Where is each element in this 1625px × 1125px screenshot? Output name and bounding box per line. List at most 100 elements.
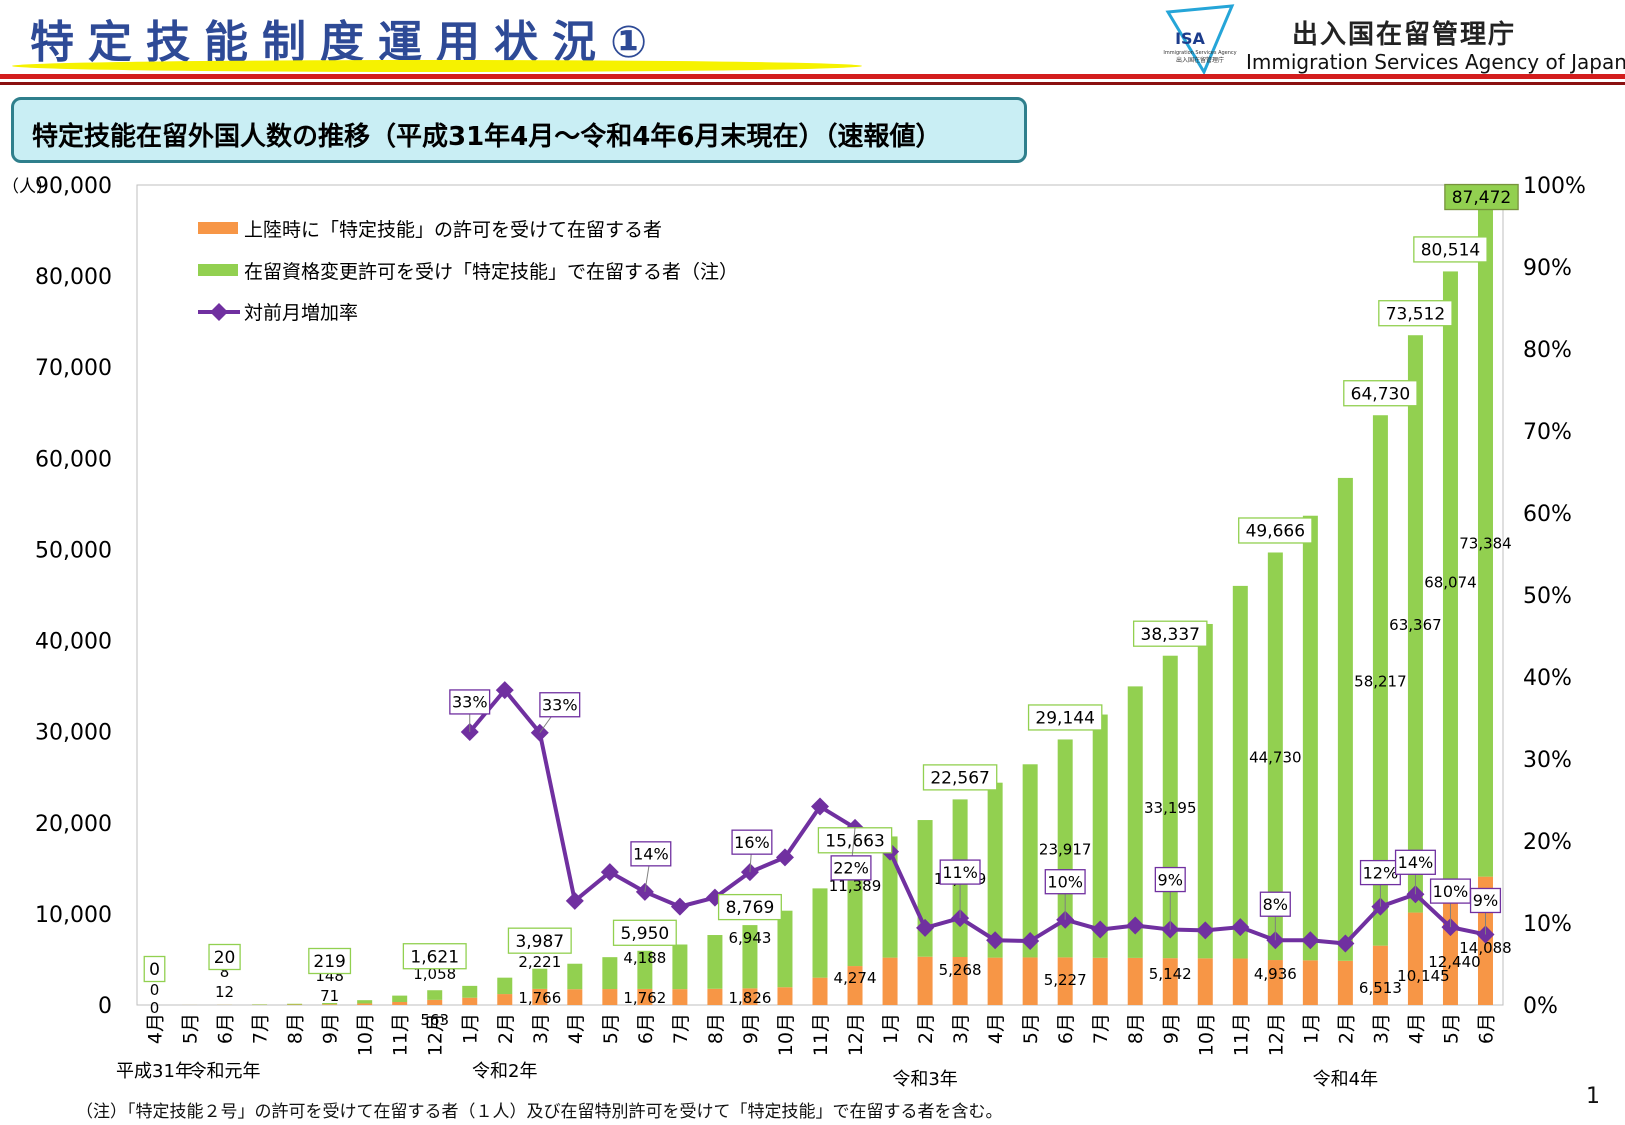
growth-rate-point <box>1301 931 1320 950</box>
x-tick-label: 4月 <box>985 1013 1007 1044</box>
bar-status-change-segment <box>1302 515 1318 961</box>
status-change-value-label: 1,058 <box>413 965 456 983</box>
x-tick-label: 8月 <box>1125 1013 1147 1044</box>
legend-label-status-change: 在留資格変更許可を受け「特定技能」で在留する者（注） <box>244 261 738 283</box>
bar-status-change-segment <box>1442 271 1458 892</box>
total-value-label: 8,769 <box>726 898 775 918</box>
chart-legend: 上陸時に「特定技能」の許可を受けて在留する者在留資格変更許可を受け「特定技能」で… <box>198 219 738 324</box>
bar-landing-segment <box>1442 891 1458 1005</box>
growth-rate-point <box>1091 920 1110 939</box>
y2-tick-label: 100% <box>1523 174 1586 199</box>
status-change-value-label: 58,217 <box>1354 672 1407 690</box>
x-tick-label: 2月 <box>1335 1013 1357 1044</box>
growth-rate-line <box>460 681 1495 953</box>
total-value-label: 15,663 <box>825 831 884 851</box>
status-change-value-label: 2,221 <box>518 953 561 971</box>
y-tick-label: 30,000 <box>35 721 112 746</box>
y-tick-label: 70,000 <box>35 356 112 381</box>
total-value-label: 87,472 <box>1452 188 1511 208</box>
total-value-label-box <box>1343 380 1418 407</box>
total-value-label: 64,730 <box>1351 384 1410 404</box>
chart-subtitle: 特定技能在留外国人数の推移（平成31年4月～令和4年6月末現在）（速報値） <box>32 122 942 152</box>
bar-landing-segment <box>952 957 968 1005</box>
growth-rate-point <box>565 891 584 910</box>
year-label: 令和2年 <box>472 1061 537 1082</box>
x-tick-label: 12月 <box>845 1013 867 1056</box>
rate-value-label-box <box>1259 891 1291 917</box>
y2-tick-label: 70% <box>1523 420 1572 445</box>
x-tick-label: 1月 <box>1300 1013 1322 1044</box>
callout-labels: 0 20 219 1,621 3,987 5,950 8,769 15,663 22,567 29… <box>143 183 1519 983</box>
total-value-label-box <box>143 955 166 983</box>
growth-rate-point <box>600 863 619 882</box>
x-tick-label: 5月 <box>180 1013 202 1044</box>
bar-status-change-segment <box>707 935 723 989</box>
bar-landing-segment <box>1197 958 1213 1005</box>
x-tick-label: 12月 <box>1265 1013 1287 1056</box>
rate-value-label-box <box>1154 866 1186 893</box>
rate-value-label-box <box>1469 887 1502 914</box>
page-title: 特定技能制度運用状況① <box>30 17 662 68</box>
total-value-label: 1,621 <box>410 947 459 967</box>
year-label: 令和4年 <box>1313 1069 1378 1090</box>
x-tick-label: 8月 <box>705 1013 727 1044</box>
growth-rate-point <box>1126 916 1145 935</box>
landing-value-label: 1,766 <box>518 989 561 1007</box>
bar-landing-segment <box>602 989 618 1005</box>
status-change-value-label: 6,943 <box>728 929 771 947</box>
growth-rate-point <box>811 797 829 816</box>
bar-status-change-segment <box>742 925 758 989</box>
total-value-label-box <box>717 893 782 921</box>
bar-status-change-segment <box>1337 477 1353 961</box>
bar-status-change-segment <box>637 950 653 989</box>
bar-status-change-segment <box>1232 585 1248 959</box>
footnote: （注）「特定技能２号」の許可を受けて在留する者（１人）及び在留特別許可を受けて「… <box>76 1102 1003 1122</box>
total-value-label-box <box>308 947 352 975</box>
total-value-label-box <box>612 919 677 946</box>
x-tick-label: 1月 <box>460 1013 482 1044</box>
total-value-label: 20 <box>214 948 236 968</box>
bar-status-change-segment <box>777 910 793 988</box>
landing-value-label: 4,936 <box>1254 965 1297 983</box>
bar-status-change-segment <box>1407 335 1423 913</box>
y-tick-label: 90,000 <box>35 174 112 199</box>
status-change-value-label: 0 <box>150 981 160 999</box>
bar-landing-segment <box>882 957 898 1005</box>
total-value-label-box <box>1444 183 1519 211</box>
status-change-value-label: 11,389 <box>829 877 882 895</box>
logo-sub-jp: 出入国在留管理庁 <box>1176 56 1224 64</box>
rate-value-label-box <box>1394 849 1436 875</box>
y2-tick-label: 80% <box>1523 338 1572 363</box>
x-tick-label: 2月 <box>915 1013 937 1044</box>
total-value-label: 38,337 <box>1141 625 1200 645</box>
total-value-label: 5,950 <box>621 924 670 944</box>
bar-landing-segment <box>637 988 653 1005</box>
bar-landing-segment <box>1057 957 1073 1005</box>
bar-landing-segment <box>1302 960 1318 1005</box>
bar-status-change-segment <box>812 888 828 978</box>
total-value-label-box <box>1413 236 1488 263</box>
legend-swatch-status-change <box>198 264 238 276</box>
landing-value-label: 4,274 <box>834 969 877 987</box>
x-tick-label: 3月 <box>530 1013 552 1044</box>
total-value-label: 3,987 <box>515 932 564 952</box>
growth-rate-path <box>468 686 1486 946</box>
bar-landing-segment <box>812 977 828 1005</box>
landing-value-label: 563 <box>420 1011 449 1029</box>
legend-label-growth: 対前月増加率 <box>244 302 358 324</box>
rate-value-label: 12% <box>1363 863 1399 882</box>
growth-rate-point <box>495 681 514 700</box>
total-value-label-box <box>1132 620 1208 647</box>
header-divider-secondary <box>0 82 1625 85</box>
landing-value-label: 1,762 <box>623 989 666 1007</box>
bar-landing-segment <box>1407 912 1423 1005</box>
bar-status-change-segment <box>287 1003 303 1005</box>
rate-value-label: 14% <box>633 845 669 864</box>
bar-status-change-segment <box>567 963 583 990</box>
x-tick-label: 3月 <box>950 1013 972 1044</box>
landing-value-label: 12 <box>215 983 234 1001</box>
x-tick-label: 4月 <box>145 1013 167 1044</box>
total-value-label-box <box>507 927 572 954</box>
bar-landing-segment <box>357 1003 373 1005</box>
subtitle-box <box>11 97 1027 163</box>
